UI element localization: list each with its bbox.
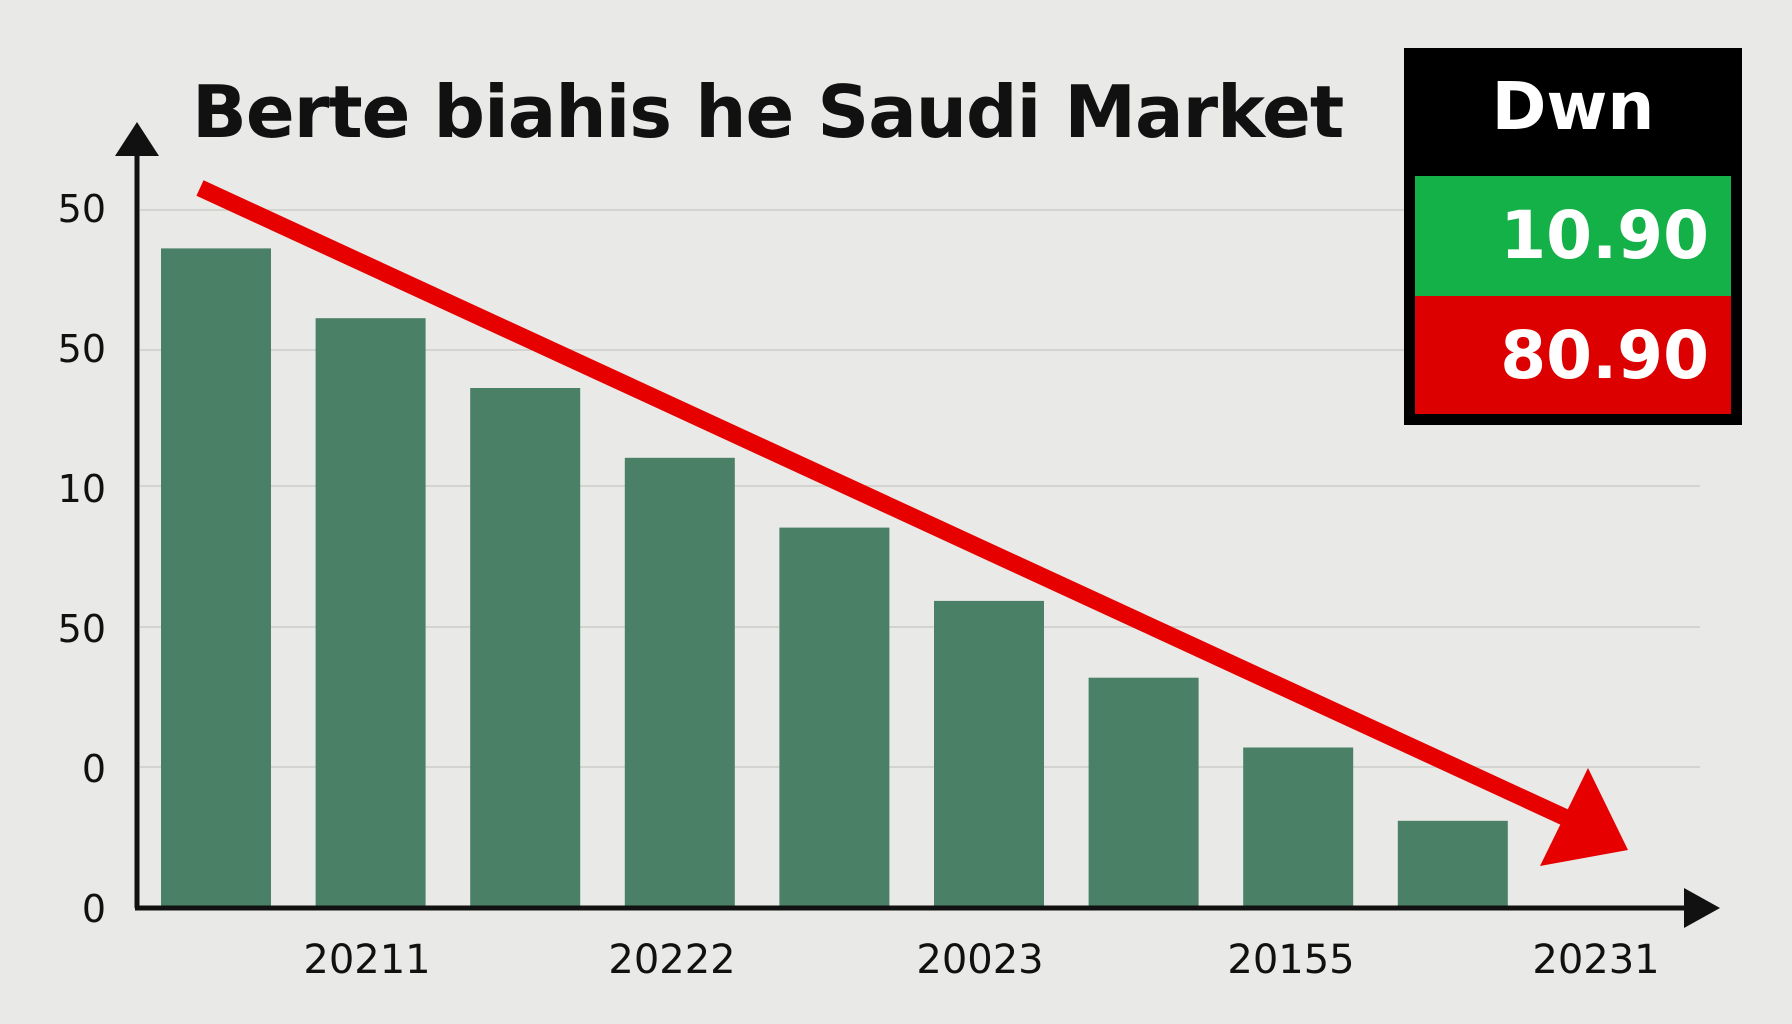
y-tick-label: 0 [82,887,106,931]
summary-panel-title: Dwn [1491,68,1655,145]
x-tick-label: 20231 [1532,937,1659,983]
trend-arrow [196,180,1628,866]
y-tick-labels: 50 50 10 50 0 0 [58,187,106,931]
bar [624,457,735,908]
bar [1243,747,1354,908]
y-tick-label: 10 [58,467,106,511]
bar [934,600,1044,908]
summary-panel: Dwn 10.90 80.90 [1404,48,1742,425]
x-tick-label: 20023 [916,937,1043,983]
bars [161,248,1508,909]
bar [1397,820,1508,909]
y-tick-label: 0 [82,747,106,791]
trend-arrow-shaft [196,180,1579,830]
bar [779,527,890,908]
x-tick-label: 20222 [608,937,735,983]
x-tick-labels: 20211 20222 20023 20155 20231 [303,937,1659,983]
y-tick-label: 50 [58,607,106,651]
chart-title: Berte biahis he Saudi Market [192,70,1344,154]
y-tick-label: 50 [58,327,106,371]
bar [470,388,581,908]
summary-value-green: 10.90 [1415,176,1731,296]
bar [315,318,426,908]
x-tick-label: 20211 [303,937,430,983]
y-tick-label: 50 [58,187,106,231]
axes [115,122,1720,928]
bar [1088,677,1199,908]
bar [161,248,271,908]
summary-value-red: 80.90 [1415,296,1731,414]
trend-arrow-head [1540,768,1628,866]
y-axis-arrowhead [115,122,159,156]
x-tick-label: 20155 [1227,937,1354,983]
x-axis-arrowhead [1684,888,1720,928]
